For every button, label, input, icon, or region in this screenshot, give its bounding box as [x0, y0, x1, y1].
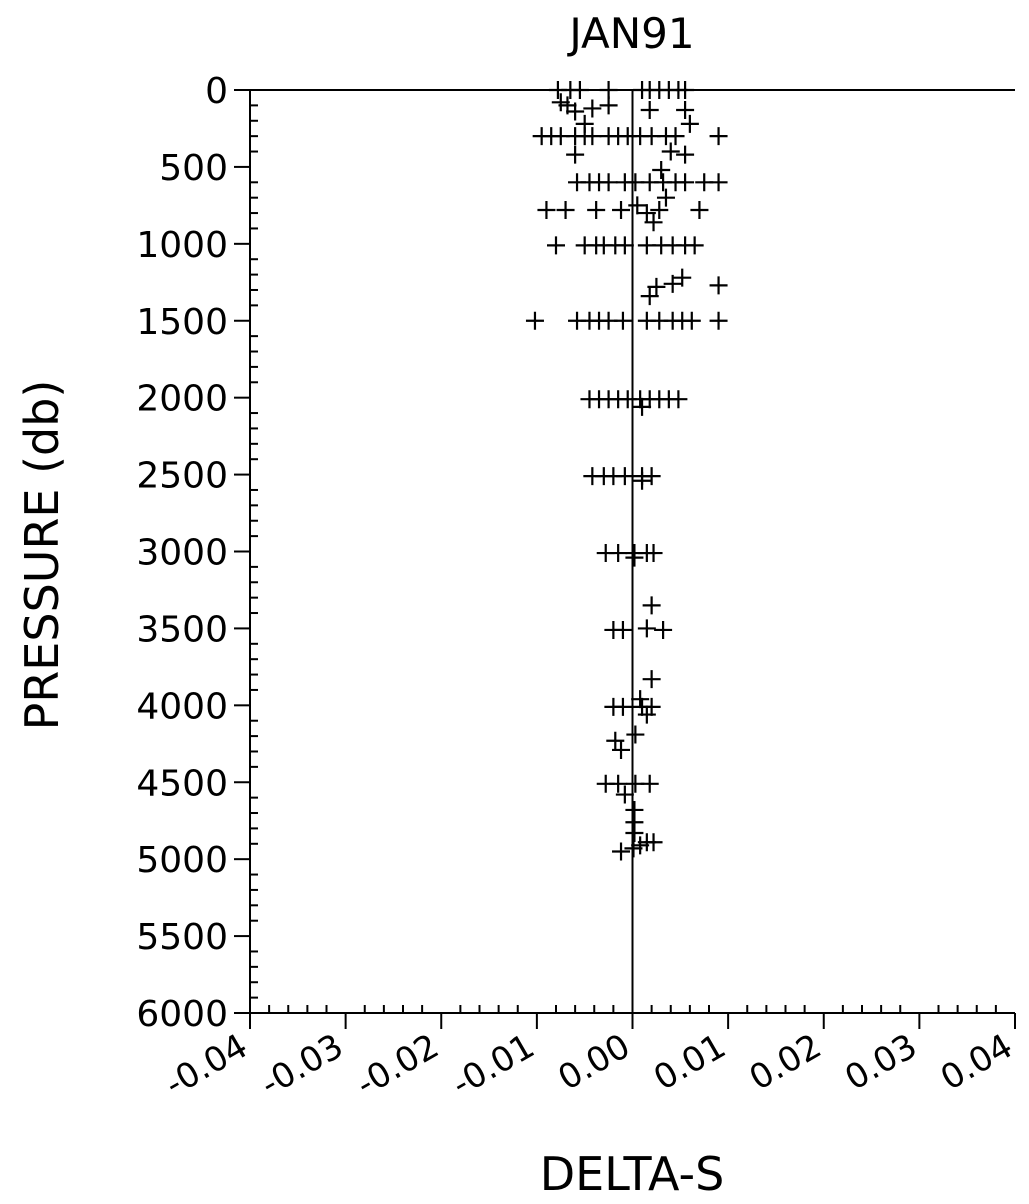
data-point — [609, 544, 628, 563]
x-tick-label: 0.01 — [647, 1026, 733, 1098]
data-point — [631, 690, 650, 709]
data-point — [647, 277, 666, 296]
data-point — [652, 160, 671, 179]
data-point — [676, 145, 695, 164]
y-tick-label: 5500 — [136, 917, 228, 958]
x-tick-label: -0.04 — [158, 1026, 254, 1105]
data-point — [626, 725, 645, 744]
data-point — [654, 620, 673, 639]
data-point — [570, 81, 589, 99]
data-point — [599, 96, 618, 115]
data-point — [676, 100, 695, 119]
data-point — [650, 200, 669, 219]
data-point — [642, 467, 661, 486]
data-point — [609, 774, 628, 793]
data-point — [587, 200, 606, 219]
y-tick-label: 3500 — [136, 609, 228, 650]
data-point — [642, 596, 661, 615]
data-point — [633, 471, 652, 490]
data-point — [637, 705, 656, 724]
data-point — [628, 196, 647, 215]
data-point — [709, 311, 728, 330]
data-point — [709, 173, 728, 192]
data-point — [599, 173, 618, 192]
data-point — [663, 274, 682, 293]
y-tick-label: 3000 — [136, 533, 228, 574]
data-point — [615, 467, 634, 486]
data-point — [676, 81, 695, 99]
data-point — [690, 200, 709, 219]
y-tick-label: 6000 — [136, 994, 228, 1035]
y-tick-label: 4500 — [136, 763, 228, 804]
data-point — [666, 127, 685, 146]
y-axis-title: PRESSURE (db) — [15, 380, 69, 731]
data-point — [682, 311, 701, 330]
data-point — [583, 127, 602, 146]
x-tick-label: 0.00 — [551, 1026, 637, 1098]
data-point — [656, 188, 675, 207]
y-axis: 0 500 1000 1500 2000 2500 3000 3500 4000 4500 5000… — [136, 71, 258, 1035]
data-point — [606, 731, 625, 750]
data-point — [640, 774, 659, 793]
data-point — [556, 200, 575, 219]
y-tick-label: 2000 — [136, 379, 228, 420]
data-point — [615, 236, 634, 255]
data-point — [566, 145, 585, 164]
data-points — [525, 81, 728, 861]
data-point — [615, 785, 634, 804]
data-point — [644, 544, 663, 563]
y-tick-label: 0 — [205, 71, 228, 112]
data-point — [637, 619, 656, 638]
data-point — [642, 670, 661, 689]
y-tick-label: 2500 — [136, 456, 228, 497]
data-point — [644, 833, 663, 852]
data-point — [613, 620, 632, 639]
data-point — [624, 839, 643, 858]
data-point — [612, 842, 631, 861]
x-axis: -0.04 -0.03 -0.02 -0.01 0.00 0.01 0.02 0.03 0.04 — [158, 1005, 1020, 1105]
data-point — [685, 236, 704, 255]
y-tick-label: 5000 — [136, 840, 228, 881]
y-tick-label: 4000 — [136, 686, 228, 727]
data-point — [642, 697, 661, 716]
data-point — [613, 697, 632, 716]
data-point — [537, 200, 556, 219]
data-point — [709, 276, 728, 295]
data-point — [547, 236, 565, 255]
data-point — [640, 100, 659, 119]
x-tick-label: -0.01 — [445, 1026, 541, 1105]
data-point — [583, 99, 602, 118]
data-point — [625, 548, 644, 567]
data-point — [612, 740, 631, 759]
data-point — [613, 311, 632, 330]
data-point — [680, 114, 699, 133]
data-point — [673, 268, 692, 287]
data-point — [525, 311, 544, 330]
y-tick-label: 1500 — [136, 302, 228, 343]
data-point — [612, 200, 631, 219]
chart-title: JAN91 — [566, 9, 694, 58]
data-point — [637, 204, 656, 223]
data-point — [676, 173, 695, 192]
x-tick-label: -0.02 — [350, 1026, 446, 1105]
data-point — [661, 142, 680, 161]
x-tick-label: 0.03 — [838, 1026, 924, 1098]
data-point — [625, 824, 644, 843]
data-point — [669, 390, 688, 409]
data-point — [566, 102, 585, 121]
y-tick-label: 500 — [159, 148, 228, 189]
data-point — [640, 287, 659, 306]
data-point — [709, 127, 728, 146]
x-axis-title: DELTA-S — [540, 1147, 725, 1201]
x-tick-label: -0.03 — [254, 1026, 350, 1105]
data-point — [633, 397, 652, 416]
data-point — [644, 213, 663, 232]
data-point — [599, 81, 618, 99]
x-tick-label: 0.04 — [934, 1026, 1020, 1098]
y-tick-label: 1000 — [136, 225, 228, 266]
x-tick-label: 0.02 — [743, 1026, 829, 1098]
